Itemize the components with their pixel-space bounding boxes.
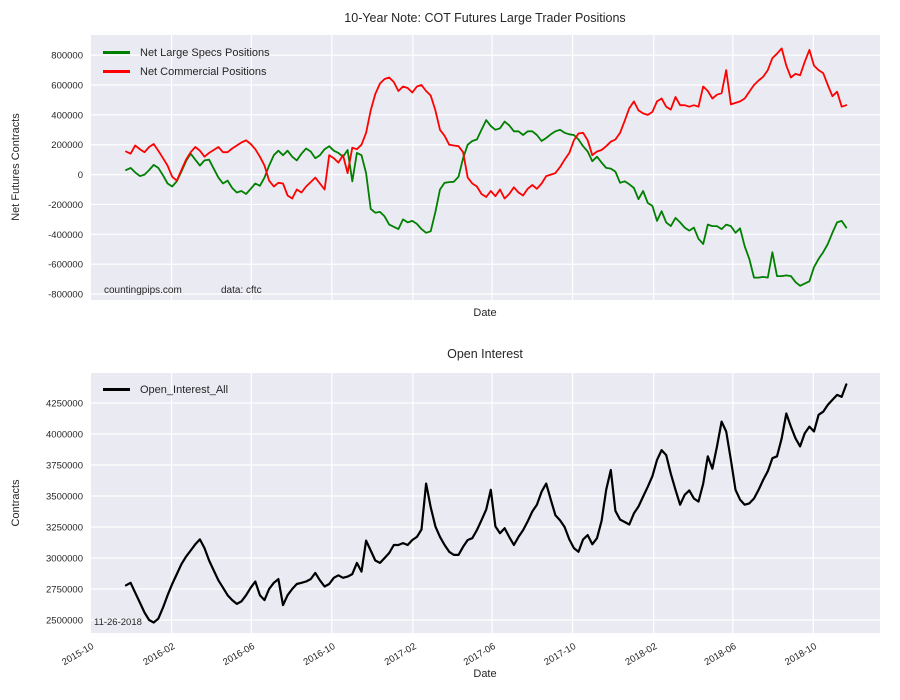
top-chart-title: 10-Year Note: COT Futures Large Trader P…	[344, 11, 626, 25]
bottom-chart-ylabel: Contracts	[10, 479, 22, 527]
svg-text:2018-10: 2018-10	[783, 641, 819, 668]
bottom-chart-legend: Open_Interest_All	[103, 382, 228, 397]
watermark-countingpips: countingpips.com	[104, 285, 182, 296]
svg-text:400000: 400000	[51, 110, 83, 121]
svg-text:3000000: 3000000	[46, 553, 83, 564]
legend-item-open-interest: Open_Interest_All	[103, 382, 228, 397]
svg-text:2015-10: 2015-10	[60, 641, 96, 668]
bottom-chart-xlabel: Date	[473, 668, 497, 680]
legend-label-large-specs: Net Large Specs Positions	[140, 46, 270, 59]
legend-line-red-icon	[103, 70, 130, 73]
svg-text:2016-06: 2016-06	[221, 641, 257, 668]
date-annotation: 11-26-2018	[94, 617, 142, 628]
top-chart-legend: Net Large Specs Positions Net Commercial…	[103, 45, 270, 79]
svg-text:600000: 600000	[51, 81, 83, 92]
bottom-chart-title: Open Interest	[447, 347, 523, 361]
svg-text:2750000: 2750000	[46, 584, 83, 595]
svg-text:2500000: 2500000	[46, 615, 83, 626]
data-source-annotation: data: cftc	[221, 285, 262, 296]
legend-item-commercial: Net Commercial Positions	[103, 64, 270, 79]
svg-text:2017-06: 2017-06	[462, 641, 498, 668]
svg-text:3500000: 3500000	[46, 491, 83, 502]
svg-text:2018-02: 2018-02	[624, 641, 660, 668]
top-chart-ylabel: Net Futures Contracts	[10, 113, 22, 221]
legend-line-green-icon	[103, 51, 130, 54]
svg-text:800000: 800000	[51, 51, 83, 62]
svg-text:2016-02: 2016-02	[141, 641, 177, 668]
svg-text:2017-10: 2017-10	[542, 641, 578, 668]
svg-text:0: 0	[78, 170, 83, 181]
svg-text:-200000: -200000	[48, 200, 83, 211]
svg-text:2016-10: 2016-10	[302, 641, 338, 668]
svg-text:2018-06: 2018-06	[703, 641, 739, 668]
legend-item-large-specs: Net Large Specs Positions	[103, 45, 270, 60]
svg-text:3750000: 3750000	[46, 460, 83, 471]
svg-text:-800000: -800000	[48, 290, 83, 301]
svg-text:2017-02: 2017-02	[383, 641, 419, 668]
svg-text:-400000: -400000	[48, 230, 83, 241]
legend-label-commercial: Net Commercial Positions	[140, 65, 267, 78]
svg-text:3250000: 3250000	[46, 522, 83, 533]
svg-text:4250000: 4250000	[46, 399, 83, 410]
svg-text:-600000: -600000	[48, 260, 83, 271]
svg-text:200000: 200000	[51, 140, 83, 151]
svg-text:4000000: 4000000	[46, 430, 83, 441]
legend-label-open-interest: Open_Interest_All	[140, 383, 229, 396]
top-chart-xlabel: Date	[473, 307, 497, 319]
legend-line-black-icon	[103, 388, 130, 391]
